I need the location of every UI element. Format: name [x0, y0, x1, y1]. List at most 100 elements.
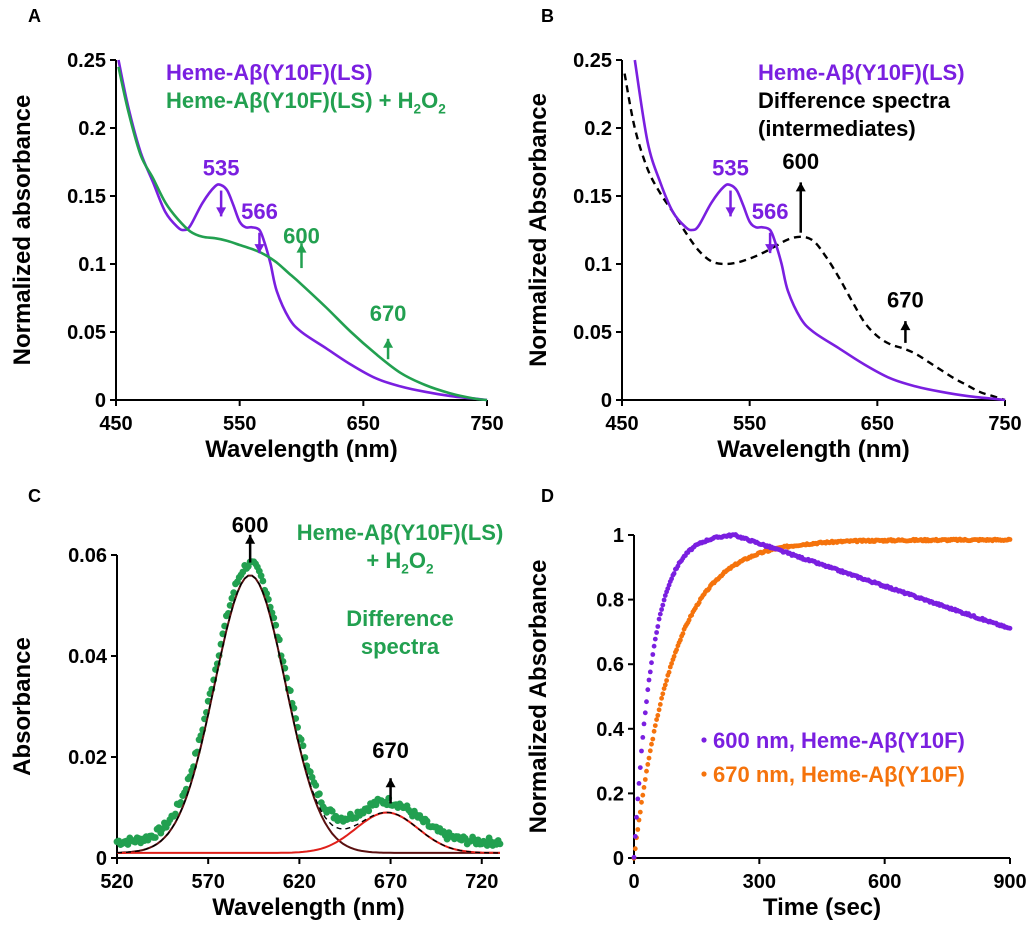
- data-point: [228, 594, 236, 602]
- x-tick-label: 300: [743, 871, 776, 893]
- data-point: [656, 707, 662, 713]
- text-span: spectra: [361, 634, 440, 659]
- data-point: [316, 790, 323, 798]
- y-tick-label: 0.1: [78, 254, 106, 276]
- data-point: [669, 661, 674, 666]
- data-point: [642, 710, 648, 716]
- y-tick-label: 0.25: [573, 50, 612, 72]
- data-point: [496, 840, 504, 848]
- annotation-arrow-head: [725, 207, 736, 217]
- data-point: [423, 817, 431, 825]
- series-heme-line: [633, 59, 1006, 402]
- data-point: [641, 785, 647, 790]
- annotation-arrow-head: [216, 207, 227, 217]
- panel-c: C 520 570 620 670 720 0 0.02 0.04 0.06 Wavelength…: [9, 486, 504, 921]
- y-tick-label: 0.1: [584, 254, 612, 276]
- panel-c-plot: 520 570 620 670 720 0 0.02 0.04 0.06 Wavelength (…: [9, 512, 504, 921]
- series-600nm-points: [631, 532, 1013, 860]
- panel-b-plot: 450 550 650 750 0 0.05 0.1 0.15 0.2 0.25 Wavelengt…: [525, 50, 1022, 463]
- data-point: [649, 660, 654, 666]
- data-point: [308, 773, 316, 781]
- y-tick-label: 0.02: [68, 747, 107, 769]
- x-tick-label: 550: [733, 413, 766, 435]
- annotation-arrow: [765, 232, 776, 254]
- panel-label-d: D: [541, 486, 554, 506]
- y-tick-label: 0.05: [67, 322, 106, 344]
- x-tick-label: 750: [470, 413, 503, 435]
- y-tick-label: 0.25: [67, 50, 106, 72]
- data-point: [656, 616, 662, 622]
- data-point: [644, 699, 649, 705]
- y-tick-label: 0.6: [596, 654, 624, 676]
- annotation-arrow: [216, 190, 227, 217]
- y-tick-label: 0.15: [573, 186, 612, 208]
- data-point: [286, 687, 294, 694]
- data-point: [640, 735, 646, 740]
- data-point: [657, 702, 663, 707]
- data-point: [660, 691, 666, 697]
- data-point: [651, 728, 657, 734]
- legend-entry-heme-h2o2: Heme-Aβ(Y10F)(LS) + H2O2: [166, 88, 446, 117]
- annotation-arrow-head: [383, 338, 394, 348]
- data-point: [297, 736, 305, 743]
- annotation-arrow: [254, 232, 265, 254]
- difference-spectra-points: [113, 558, 504, 849]
- data-point: [671, 654, 677, 659]
- y-axis-title: Normalized absorbance: [9, 95, 36, 366]
- annotation-arrow: [383, 338, 394, 360]
- y-tick-label: 0.2: [584, 118, 612, 140]
- annotation-arrow: [245, 534, 256, 563]
- panel-b: B 450 550 650 750 0 0.05 0.1 0.15 0.2 0.25 Wavelen…: [525, 6, 1022, 463]
- legend-entry-difference: Difference spectra: [758, 88, 951, 113]
- data-point: [645, 762, 651, 767]
- subscript: 2: [414, 102, 422, 117]
- y-tick-label: 0.06: [68, 545, 107, 567]
- data-point: [654, 717, 659, 722]
- data-point: [654, 630, 659, 635]
- x-tick-label: 450: [605, 413, 638, 435]
- legend-marker: [701, 737, 707, 743]
- y-tick-label: 0.2: [78, 118, 106, 140]
- y-tick-label: 0.15: [67, 186, 106, 208]
- panel-d: D 0 300 600 900 0 0.2 0.4 0.6 0.8 1 Time (sec) Norm…: [525, 486, 1027, 921]
- y-tick-label: 0.2: [596, 783, 624, 805]
- panel-a: A 450 550 650 750 0 0.05 0.1 0.15 0.2 0.25 Wavelen…: [9, 6, 504, 463]
- x-axis-title: Wavelength (nm): [205, 436, 397, 463]
- x-tick-label: 450: [99, 413, 132, 435]
- text-span: 600 nm, Heme-Aβ(Y10F): [713, 728, 965, 753]
- y-axis-title: Absorbance: [9, 637, 36, 776]
- data-point: [637, 765, 643, 770]
- legend-entry-heme: Heme-Aβ(Y10F)(LS): [758, 60, 965, 85]
- annotation-arrow: [795, 182, 806, 233]
- panel-label-a: A: [28, 6, 41, 26]
- data-point: [671, 571, 677, 576]
- x-axis-title: Wavelength (nm): [212, 894, 404, 921]
- data-point: [631, 854, 637, 860]
- subscript: 2: [438, 102, 446, 117]
- data-point: [680, 631, 686, 636]
- y-tick-label: 0.4: [596, 719, 625, 741]
- text-span: O: [421, 88, 438, 113]
- legend-entry: + H2O2: [366, 548, 434, 577]
- y-tick-label: 0.05: [573, 322, 612, 344]
- data-point: [637, 809, 643, 815]
- data-point: [641, 721, 647, 727]
- data-point: [659, 607, 664, 612]
- data-point: [642, 777, 648, 782]
- text-span: 670 nm, Heme-Aβ(Y10F): [713, 762, 965, 787]
- data-point: [272, 621, 280, 629]
- text-span: Heme-Aβ(Y10F)(LS): [166, 60, 373, 85]
- data-point: [230, 589, 238, 596]
- data-point: [664, 678, 669, 683]
- legend-entry: spectra: [361, 634, 440, 659]
- text-span: O: [409, 548, 426, 573]
- data-point: [655, 624, 661, 629]
- data-point: [634, 814, 639, 820]
- series-difference-line: [623, 73, 1006, 402]
- data-point: [649, 741, 654, 747]
- data-point: [645, 687, 651, 693]
- x-tick-label: 570: [192, 871, 225, 893]
- data-point: [259, 577, 267, 585]
- y-tick-label: 1: [613, 525, 624, 547]
- series-670nm-points: [631, 536, 1013, 861]
